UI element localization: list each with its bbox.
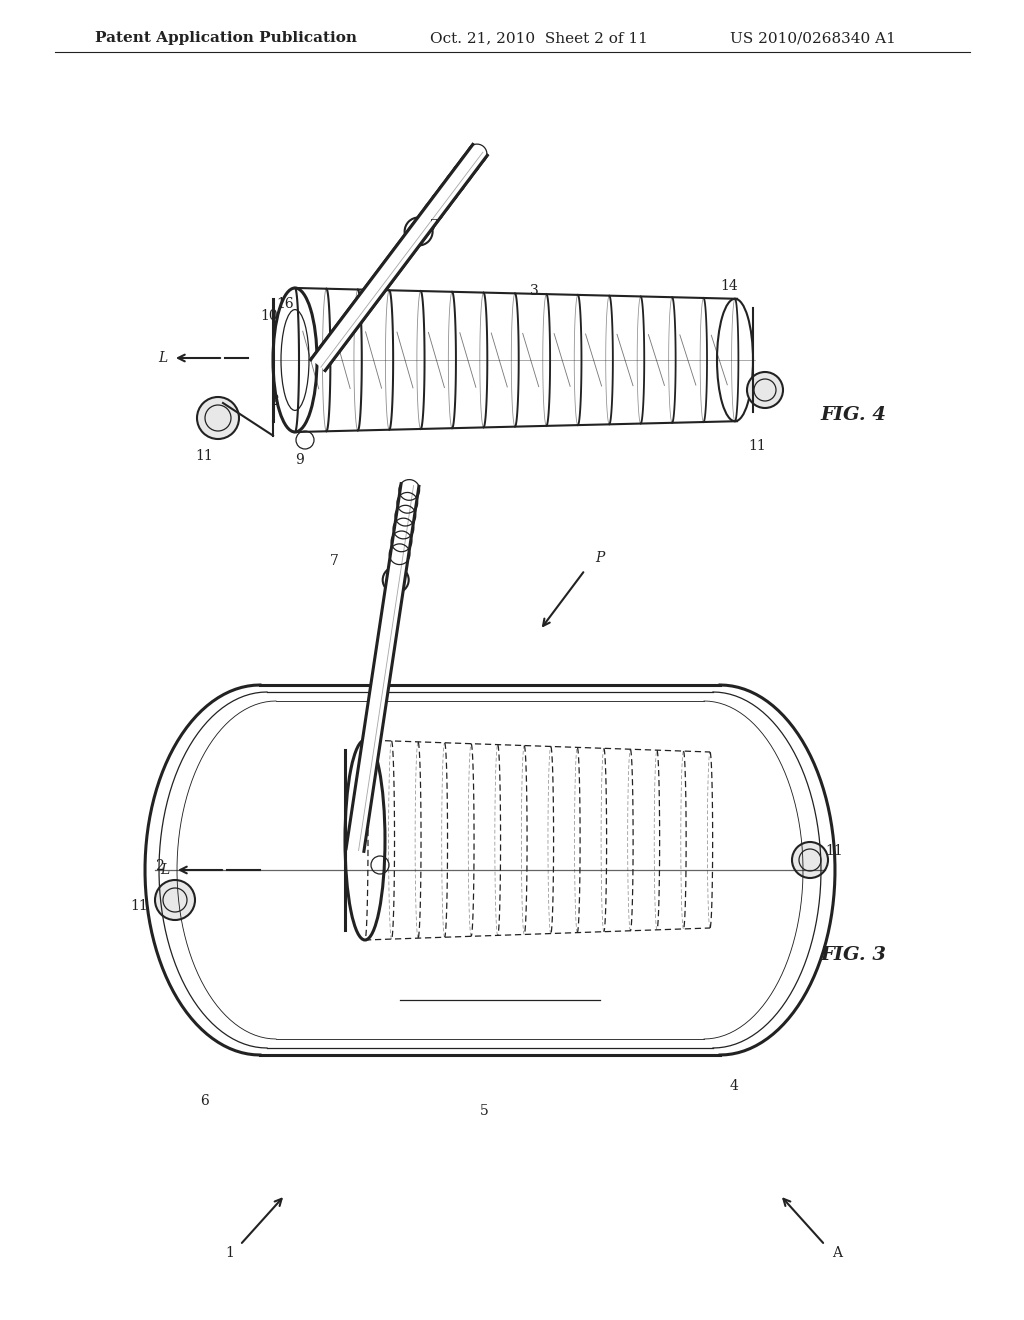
Text: 11: 11 <box>748 440 766 453</box>
Text: US 2010/0268340 A1: US 2010/0268340 A1 <box>730 30 896 45</box>
Text: L: L <box>161 863 170 876</box>
Text: Oct. 21, 2010  Sheet 2 of 11: Oct. 21, 2010 Sheet 2 of 11 <box>430 30 648 45</box>
Text: 16: 16 <box>276 297 294 312</box>
Polygon shape <box>311 145 487 371</box>
Text: FIG. 3: FIG. 3 <box>820 946 886 964</box>
Ellipse shape <box>197 397 239 440</box>
Text: 9: 9 <box>295 453 304 467</box>
Text: 1: 1 <box>225 1246 233 1261</box>
Text: FIG. 4: FIG. 4 <box>820 407 886 424</box>
Text: 11: 11 <box>130 899 147 913</box>
Text: Patent Application Publication: Patent Application Publication <box>95 30 357 45</box>
Ellipse shape <box>155 880 195 920</box>
Text: 5: 5 <box>480 1104 488 1118</box>
Text: 14: 14 <box>720 279 737 293</box>
Polygon shape <box>346 483 419 851</box>
Text: P: P <box>595 550 604 565</box>
Ellipse shape <box>746 372 783 408</box>
Text: 2: 2 <box>155 859 164 873</box>
Text: 11: 11 <box>195 449 213 463</box>
Text: 7: 7 <box>330 554 339 568</box>
Ellipse shape <box>792 842 828 878</box>
Text: L: L <box>159 351 168 366</box>
Text: 4: 4 <box>730 1078 739 1093</box>
Text: 6: 6 <box>200 1094 209 1107</box>
Text: A: A <box>831 1246 842 1261</box>
Text: 11: 11 <box>825 843 843 858</box>
Text: 7: 7 <box>430 219 439 234</box>
Text: 2: 2 <box>270 393 279 408</box>
Text: 3: 3 <box>530 284 539 298</box>
Text: 10: 10 <box>260 309 278 323</box>
